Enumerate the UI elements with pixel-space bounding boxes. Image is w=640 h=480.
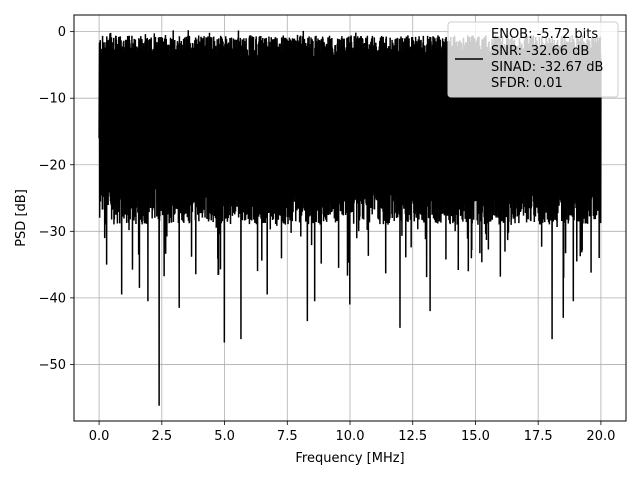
legend: ENOB: -5.72 bits SNR: -32.66 dB SINAD: -… (447, 21, 619, 98)
plot-area (98, 30, 602, 406)
legend-box (447, 21, 619, 98)
psd-series-line (98, 30, 602, 406)
y-tick-label: 0 (58, 25, 66, 40)
x-tick-label: 0.0 (89, 429, 110, 444)
x-tick-label: 5.0 (214, 429, 235, 444)
x-axis-ticks: 0.0 2.5 5.0 7.5 10.0 12.5 15.0 17.5 20.0 (89, 421, 615, 444)
x-tick-label: 7.5 (277, 429, 298, 444)
x-tick-label: 20.0 (586, 429, 615, 444)
y-axis-ticks: 0 −10 −20 −30 −40 −50 (39, 25, 74, 373)
legend-sinad: SINAD: -32.67 dB (491, 60, 603, 75)
y-tick-label: −30 (39, 225, 66, 240)
y-axis-label: PSD [dB] (14, 189, 29, 247)
legend-sfdr: SFDR: 0.01 (491, 76, 563, 91)
legend-snr: SNR: -32.66 dB (491, 44, 589, 59)
y-tick-label: −40 (39, 291, 66, 306)
x-tick-label: 12.5 (398, 429, 427, 444)
x-axis-label: Frequency [MHz] (295, 451, 404, 466)
x-tick-label: 2.5 (151, 429, 172, 444)
y-tick-label: −10 (39, 92, 66, 107)
y-tick-label: −50 (39, 358, 66, 373)
legend-enob: ENOB: -5.72 bits (491, 27, 598, 42)
x-tick-label: 15.0 (461, 429, 490, 444)
x-tick-label: 10.0 (336, 429, 365, 444)
x-tick-label: 17.5 (524, 429, 553, 444)
y-tick-label: −20 (39, 158, 66, 173)
